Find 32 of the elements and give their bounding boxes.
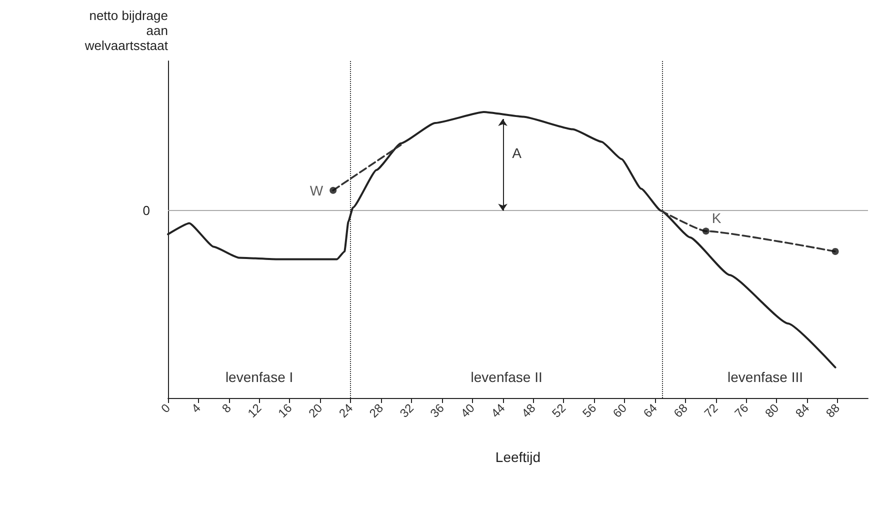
x-tick-label: 20 [306,400,326,420]
x-tick-label: 0 [158,400,174,416]
y-axis-title: netto bijdrage aan welvaartsstaat [84,8,168,53]
annotation: K [712,210,722,226]
x-tick-label: 60 [610,400,630,420]
x-tick-label: 52 [549,400,569,420]
x-tick-label: 80 [762,400,782,420]
x-tick-label: 76 [732,400,752,420]
x-tick-label: 28 [366,400,386,420]
x-tick-label: 48 [518,400,538,420]
x-tick-label: 56 [580,400,600,420]
annotation: A [512,144,522,161]
text: levenfase I [225,369,294,385]
x-tick-label: 8 [219,400,234,416]
x-tick-label: 24 [336,400,356,420]
ref-line-label: 0 [142,203,150,218]
x-axis-title: Leeftijd [495,449,541,465]
x-tick-label: 88 [823,400,843,420]
x-tick-label: 36 [428,400,448,420]
x-tick-label: 12 [244,400,264,420]
x-tick-label: 16 [275,400,295,420]
annotation: W [310,182,324,198]
x-tick-label: 84 [792,400,812,420]
text: levenfase III [728,369,804,385]
x-tick-label: 44 [488,400,508,420]
x-tick-label: 68 [671,400,691,420]
x-tick-label: 4 [188,400,204,416]
x-tick-label: 32 [397,400,417,420]
x-tick-label: 40 [458,400,478,420]
x-tick-label: 72 [701,400,722,420]
x-tick-label: 64 [640,400,660,420]
text: levenfase II [470,369,542,385]
